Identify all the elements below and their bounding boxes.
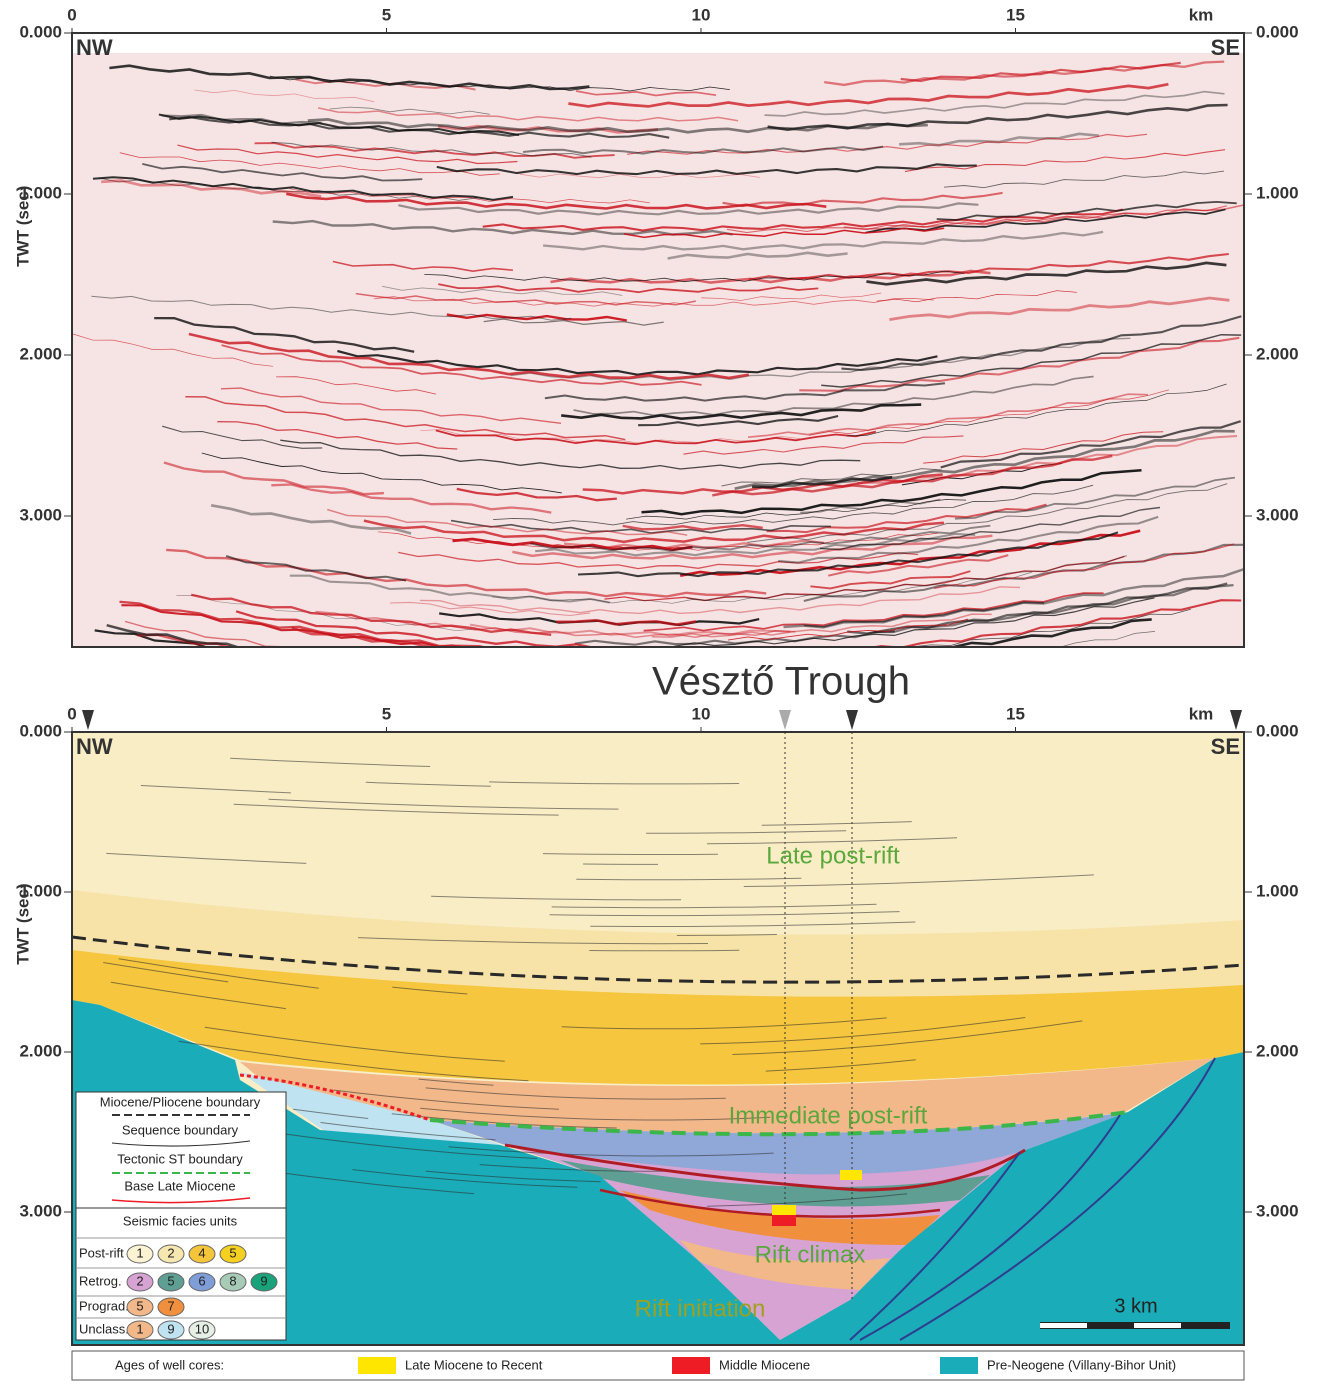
end-label: NW (76, 734, 113, 759)
end-label: SE (1211, 35, 1240, 60)
x-tick-label: 15 (1006, 704, 1025, 723)
legend-label: Base Late Miocene (124, 1178, 235, 1193)
facies-unit-label: 7 (167, 1298, 174, 1313)
y-tick-label: 3.000 (19, 505, 62, 524)
facies-unit-label: 2 (136, 1273, 143, 1288)
y-tick-label: 3.000 (1256, 505, 1299, 524)
y-axis-label: TWT (sec) (13, 883, 32, 964)
legend-label: Miocene/Pliocene boundary (100, 1094, 261, 1109)
reflector (559, 704, 759, 709)
swatch (940, 1357, 978, 1374)
y-tick-label: 3.000 (1256, 1201, 1299, 1220)
well-core-label: Middle Miocene (719, 1357, 810, 1372)
reflector (106, 654, 306, 681)
y-tick-label: 2.000 (19, 1041, 62, 1060)
x-tick-label: 0 (67, 5, 76, 24)
legend: Miocene/Pliocene boundary Sequence bounda… (76, 1092, 286, 1340)
end-label: NW (76, 35, 113, 60)
well-marker (779, 710, 791, 730)
facies-unit-label: 4 (198, 1245, 205, 1260)
legend-label: Sequence boundary (122, 1122, 239, 1137)
y-tick-label: 1.000 (1256, 183, 1299, 202)
seismic-section (72, 33, 1244, 709)
swatch (672, 1357, 710, 1374)
legend-title: Seismic facies units (123, 1213, 238, 1228)
title: Vésztő Trough (652, 660, 910, 704)
facies-unit-label: 2 (167, 1245, 174, 1260)
horizon (589, 950, 739, 951)
facies-unit-label: 1 (136, 1321, 143, 1336)
unit-label: Rift climax (755, 1241, 866, 1268)
x-tick-label: 0 (67, 704, 76, 723)
x-tick-label: 10 (692, 5, 711, 24)
end-label: SE (1211, 734, 1240, 759)
unit-label: Late post-rift (766, 842, 900, 869)
y-tick-label: 0.000 (19, 721, 62, 740)
y-tick-label: 2.000 (19, 344, 62, 363)
unit-label: Immediate post-rift (729, 1102, 928, 1129)
scale-bar-label: 3 km (1114, 1295, 1157, 1317)
x-tick-label: 10 (692, 704, 711, 723)
reflector (140, 657, 480, 700)
facies-row-label: Unclass. (79, 1321, 129, 1336)
facies-row-label: Prograd. (79, 1298, 129, 1313)
swatch (358, 1357, 396, 1374)
well-marker (82, 710, 1242, 730)
facies-unit-label: 10 (195, 1321, 209, 1336)
facies-unit-label: 5 (229, 1245, 236, 1260)
facies-row-label: Post-rift (79, 1245, 124, 1260)
facies-unit-label: 9 (167, 1321, 174, 1336)
y-axis-label: TWT (sec) (13, 186, 32, 267)
x-unit: km (1189, 704, 1214, 723)
x-unit: km (1189, 5, 1214, 24)
y-tick-label: 0.000 (19, 22, 62, 41)
x-tick-label: 15 (1006, 5, 1025, 24)
y-tick-label: 2.000 (1256, 344, 1299, 363)
y-tick-label: 2.000 (1256, 1041, 1299, 1060)
facies-row-label: Retrog. (79, 1273, 122, 1288)
facies-unit-label: 5 (167, 1273, 174, 1288)
legend-label: Tectonic ST boundary (117, 1151, 243, 1166)
y-tick-label: 1.000 (1256, 881, 1299, 900)
facies-unit-label: 5 (136, 1298, 143, 1313)
well-core-label: Pre-Neogene (Villany-Bihor Unit) (987, 1357, 1176, 1372)
facies-unit-label: 6 (198, 1273, 205, 1288)
well-core-title: Ages of well cores: (115, 1357, 224, 1372)
reflector (255, 666, 395, 684)
facies-unit-label: 8 (229, 1273, 236, 1288)
scale-bar (1040, 1322, 1230, 1329)
y-tick-label: 0.000 (1256, 22, 1299, 41)
facies-unit-label: 1 (136, 1245, 143, 1260)
well-core-label: Late Miocene to Recent (405, 1357, 543, 1372)
facies-unit-label: 9 (260, 1273, 267, 1288)
x-tick-label: 5 (382, 5, 391, 24)
unit-label: Rift initiation (635, 1295, 766, 1322)
y-tick-label: 3.000 (19, 1201, 62, 1220)
y-tick-label: 0.000 (1256, 721, 1299, 740)
x-tick-label: 5 (382, 704, 391, 723)
